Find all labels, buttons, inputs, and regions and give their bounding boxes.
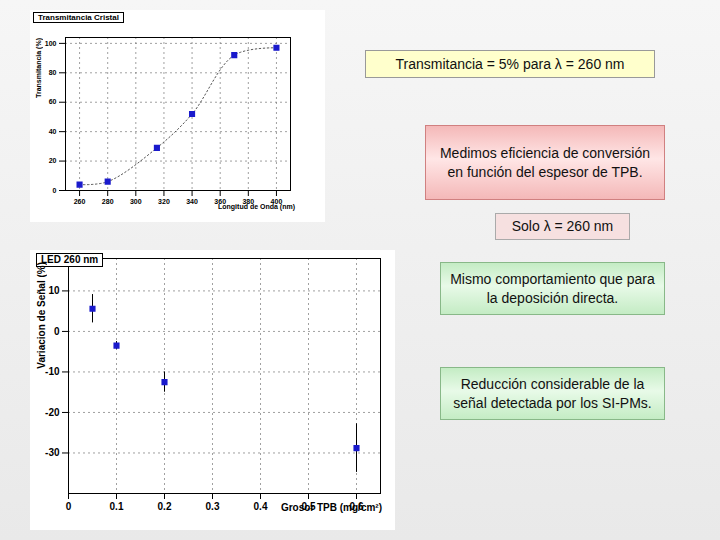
svg-text:-10: -10	[45, 366, 60, 377]
svg-text:0.4: 0.4	[254, 501, 268, 512]
svg-text:-30: -30	[45, 447, 60, 458]
svg-text:340: 340	[186, 198, 198, 205]
svg-text:320: 320	[158, 198, 170, 205]
svg-text:20: 20	[49, 157, 57, 164]
svg-text:-20: -20	[45, 407, 60, 418]
svg-text:40: 40	[49, 128, 57, 135]
svg-text:260: 260	[74, 198, 86, 205]
svg-text:60: 60	[49, 98, 57, 105]
svg-text:10: 10	[48, 285, 60, 296]
svg-text:100: 100	[45, 40, 57, 47]
svg-text:0.2: 0.2	[158, 501, 172, 512]
svg-text:300: 300	[130, 198, 142, 205]
svg-text:80: 80	[49, 69, 57, 76]
svg-text:0: 0	[54, 326, 60, 337]
svg-text:280: 280	[102, 198, 114, 205]
svg-text:0.1: 0.1	[110, 501, 124, 512]
svg-text:0.3: 0.3	[206, 501, 220, 512]
svg-text:0: 0	[53, 187, 57, 194]
svg-text:0: 0	[66, 501, 72, 512]
